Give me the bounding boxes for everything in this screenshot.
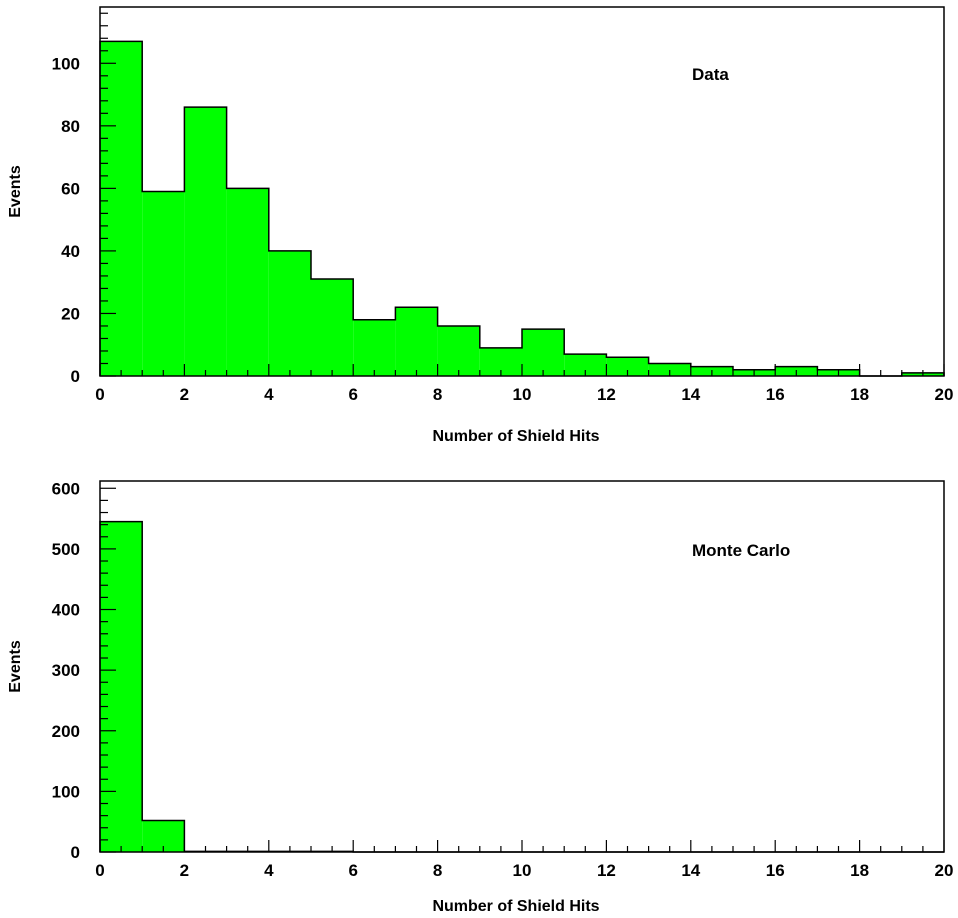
histogram-bar bbox=[100, 521, 143, 852]
histogram-bar bbox=[606, 357, 649, 376]
histogram-bar bbox=[522, 329, 565, 376]
x-axis: 0 2 4 6 8 10 12 14 16 18 20 bbox=[95, 840, 953, 880]
y-tick-label: 0 bbox=[71, 367, 80, 386]
x-tick-label: 18 bbox=[850, 385, 869, 404]
y-tick-label: 400 bbox=[52, 601, 80, 620]
y-tick-label: 100 bbox=[52, 54, 80, 73]
x-axis-title: Number of Shield Hits bbox=[432, 898, 599, 915]
x-tick-label: 14 bbox=[681, 385, 700, 404]
x-tick-label: 4 bbox=[264, 385, 274, 404]
y-tick-label: 40 bbox=[61, 242, 80, 261]
plot-frame bbox=[99, 480, 945, 853]
histogram-bar bbox=[564, 354, 607, 376]
y-tick-label: 200 bbox=[52, 722, 80, 741]
x-tick-label: 10 bbox=[513, 861, 532, 880]
x-tick-label: 6 bbox=[348, 861, 357, 880]
y-tick-label: 20 bbox=[61, 304, 80, 323]
y-axis: 0 20 40 60 80 100 bbox=[52, 12, 116, 386]
histogram-bar bbox=[184, 107, 227, 376]
x-tick-label: 16 bbox=[766, 861, 785, 880]
histogram-bar bbox=[353, 319, 396, 376]
x-tick-label: 14 bbox=[681, 861, 700, 880]
x-tick-label: 16 bbox=[766, 385, 785, 404]
y-tick-label: 500 bbox=[52, 540, 80, 559]
histogram-bar bbox=[100, 41, 143, 376]
y-tick-label: 100 bbox=[52, 782, 80, 801]
histogram-bar bbox=[395, 307, 438, 376]
x-tick-label: 6 bbox=[348, 385, 357, 404]
x-tick-label: 0 bbox=[95, 385, 104, 404]
x-tick-label: 4 bbox=[264, 861, 274, 880]
y-tick-label: 300 bbox=[52, 661, 80, 680]
y-tick-label: 60 bbox=[61, 179, 80, 198]
x-tick-label: 20 bbox=[935, 861, 954, 880]
y-tick-label: 0 bbox=[71, 843, 80, 862]
y-tick-label: 600 bbox=[52, 479, 80, 498]
data-histogram-panel: 0 2 4 6 8 10 12 14 16 18 20 0 20 40 60 80 100 Number of S… bbox=[7, 6, 953, 445]
histogram-bar bbox=[226, 188, 269, 376]
histogram-outline bbox=[99, 40, 945, 377]
x-tick-label: 18 bbox=[850, 861, 869, 880]
x-tick-label: 12 bbox=[597, 385, 616, 404]
x-axis-title: Number of Shield Hits bbox=[432, 428, 599, 445]
y-axis: 0 100 200 300 400 500 600 bbox=[52, 479, 116, 862]
panel-label: Monte Carlo bbox=[692, 541, 790, 560]
x-axis: 0 2 4 6 8 10 12 14 16 18 20 bbox=[95, 364, 953, 404]
y-axis-title: Events bbox=[7, 640, 24, 693]
x-tick-label: 2 bbox=[180, 385, 189, 404]
histogram-bars bbox=[100, 41, 944, 376]
histogram-bar bbox=[311, 279, 354, 376]
histogram-bar bbox=[648, 363, 691, 376]
histogram-bar bbox=[268, 250, 311, 376]
x-tick-label: 0 bbox=[95, 861, 104, 880]
x-tick-label: 10 bbox=[513, 385, 532, 404]
x-tick-label: 8 bbox=[433, 861, 442, 880]
histogram-outline bbox=[99, 520, 944, 853]
x-tick-label: 2 bbox=[180, 861, 189, 880]
y-axis-title: Events bbox=[7, 165, 24, 218]
panel-label: Data bbox=[692, 65, 729, 84]
y-tick-label: 80 bbox=[61, 117, 80, 136]
x-tick-label: 20 bbox=[935, 385, 954, 404]
x-tick-label: 12 bbox=[597, 861, 616, 880]
x-tick-label: 8 bbox=[433, 385, 442, 404]
histogram-bar bbox=[142, 191, 185, 376]
histogram-bars bbox=[100, 521, 354, 852]
monte-carlo-histogram-panel: 0 2 4 6 8 10 12 14 16 18 200100200300400500600Numb… bbox=[7, 479, 953, 915]
histogram-bar bbox=[437, 325, 480, 376]
